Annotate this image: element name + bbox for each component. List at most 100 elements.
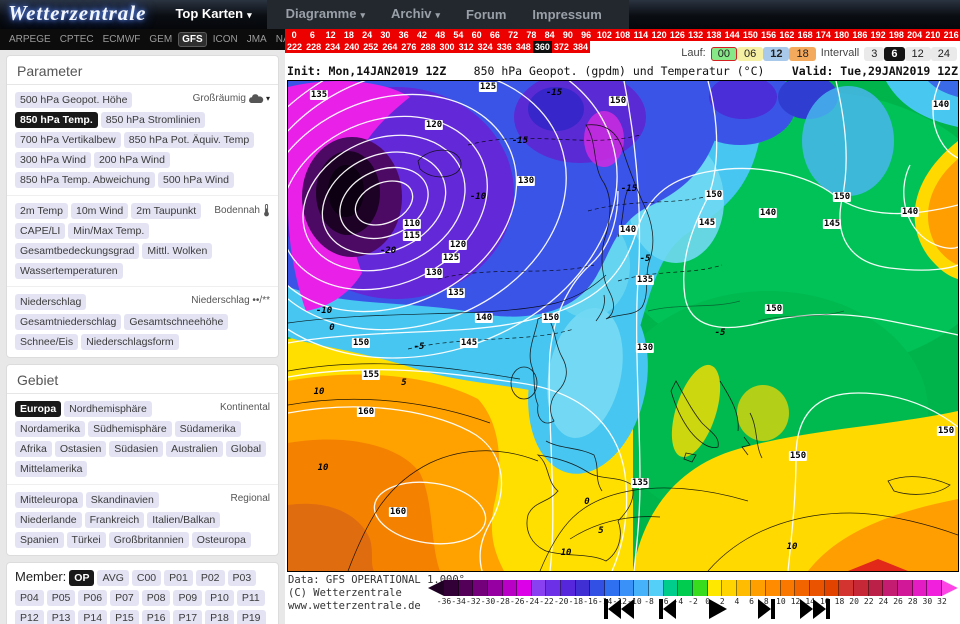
gebiet-europa[interactable]: Europa	[15, 401, 62, 417]
member-op[interactable]: OP	[69, 570, 95, 586]
forecast-hour-72[interactable]: 72	[508, 30, 519, 40]
gebiet-italien-balkan[interactable]: Italien/Balkan	[147, 512, 221, 528]
gebiet-spanien[interactable]: Spanien	[15, 532, 64, 548]
member-p08[interactable]: P08	[141, 590, 171, 606]
param-gesamtschneeh-he[interactable]: Gesamtschneehöhe	[124, 314, 229, 330]
member-p19[interactable]: P19	[236, 610, 266, 624]
forecast-hour-42[interactable]: 42	[416, 30, 427, 40]
forecast-hour-48[interactable]: 48	[435, 30, 446, 40]
member-avg[interactable]: AVG	[97, 570, 129, 586]
forecast-hour-54[interactable]: 54	[453, 30, 464, 40]
param-850-hpa-stromlinien[interactable]: 850 hPa Stromlinien	[100, 112, 206, 128]
model-tab-gfs[interactable]: GFS	[178, 32, 207, 47]
member-p05[interactable]: P05	[46, 590, 76, 606]
member-p15[interactable]: P15	[110, 610, 139, 624]
gebiet-s-dasien[interactable]: Südasien	[109, 441, 164, 457]
param-200-hpa-wind[interactable]: 200 hPa Wind	[93, 152, 170, 168]
param-700-hpa-vertikalbew[interactable]: 700 hPa Vertikalbew	[15, 132, 121, 148]
nav-item-impressum[interactable]: Impressum	[532, 7, 602, 22]
forecast-hour-0[interactable]: 0	[291, 30, 297, 40]
model-tab-ecmwf[interactable]: ECMWF	[102, 34, 141, 45]
forecast-hour-24[interactable]: 24	[362, 30, 373, 40]
param-850-hpa-pot-quiv-temp[interactable]: 850 hPa Pot. Äquiv. Temp	[123, 132, 255, 148]
forecast-hour-84[interactable]: 84	[544, 30, 555, 40]
member-p03[interactable]: P03	[227, 570, 257, 586]
forecast-hour-102[interactable]: 102	[596, 30, 612, 40]
param-850-hpa-temp-abweichung[interactable]: 850 hPa Temp. Abweichung	[15, 172, 155, 188]
forecast-hour-78[interactable]: 78	[526, 30, 537, 40]
member-p02[interactable]: P02	[195, 570, 225, 586]
forecast-hour-6[interactable]: 6	[309, 30, 315, 40]
lauf-option-06[interactable]: 06	[736, 46, 764, 61]
nav-item-archiv[interactable]: Archiv ▾	[390, 6, 440, 21]
nav-item-top-karten[interactable]: Top Karten ▾	[175, 6, 252, 21]
forecast-hour-114[interactable]: 114	[633, 30, 649, 40]
param-2m-taupunkt[interactable]: 2m Taupunkt	[131, 203, 202, 219]
forecast-hour-150[interactable]: 150	[742, 30, 758, 40]
member-p12[interactable]: P12	[15, 610, 44, 624]
forecast-hour-360[interactable]: 360	[532, 41, 552, 53]
forecast-hour-180[interactable]: 180	[834, 30, 850, 40]
gebiet-s-damerika[interactable]: Südamerika	[174, 421, 241, 437]
model-tab-gem[interactable]: GEM	[149, 34, 173, 45]
member-p07[interactable]: P07	[110, 590, 139, 606]
gebiet-gro-britannien[interactable]: Großbritannien	[108, 532, 189, 548]
lauf-option-12[interactable]: 12	[763, 46, 790, 61]
forecast-hour-288[interactable]: 288	[420, 42, 436, 52]
gebiet-niederlande[interactable]: Niederlande	[15, 512, 82, 528]
site-logo[interactable]: Wetterzentrale	[8, 1, 147, 25]
forecast-hour-276[interactable]: 276	[401, 42, 417, 52]
forecast-hour-18[interactable]: 18	[343, 30, 354, 40]
gebiet-global[interactable]: Global	[225, 441, 267, 457]
forecast-hour-96[interactable]: 96	[581, 30, 592, 40]
model-tab-arpege[interactable]: ARPEGE	[9, 34, 51, 45]
param-wassertemperaturen[interactable]: Wassertemperaturen	[15, 263, 123, 279]
forecast-hour-186[interactable]: 186	[852, 30, 868, 40]
param-niederschlag[interactable]: Niederschlag	[15, 294, 87, 310]
member-c00[interactable]: C00	[131, 570, 162, 586]
member-p17[interactable]: P17	[173, 610, 203, 624]
member-p11[interactable]: P11	[236, 590, 265, 606]
param-2m-temp[interactable]: 2m Temp	[15, 203, 68, 219]
forecast-hour-108[interactable]: 108	[615, 30, 631, 40]
forecast-hour-312[interactable]: 312	[458, 42, 474, 52]
param-300-hpa-wind[interactable]: 300 hPa Wind	[15, 152, 91, 168]
skip-to-start-button[interactable]	[603, 599, 635, 619]
forecast-hour-300[interactable]: 300	[439, 42, 455, 52]
forecast-hour-30[interactable]: 30	[380, 30, 391, 40]
member-p09[interactable]: P09	[173, 590, 203, 606]
forecast-hour-168[interactable]: 168	[797, 30, 813, 40]
param-10m-wind[interactable]: 10m Wind	[71, 203, 129, 219]
member-p18[interactable]: P18	[205, 610, 234, 624]
play-button[interactable]	[701, 599, 733, 619]
param-cape-li[interactable]: CAPE/LI	[15, 223, 66, 239]
lauf-option-00[interactable]: 00	[710, 46, 737, 61]
model-tab-icon[interactable]: ICON	[212, 34, 238, 45]
forecast-hour-138[interactable]: 138	[706, 30, 722, 40]
forecast-hour-162[interactable]: 162	[779, 30, 795, 40]
forecast-hour-90[interactable]: 90	[562, 30, 573, 40]
gebiet-nordhemisph-re[interactable]: Nordhemisphäre	[64, 401, 152, 417]
model-tab-cptec[interactable]: CPTEC	[59, 34, 94, 45]
param-gesamtbedeckungsgrad[interactable]: Gesamtbedeckungsgrad	[15, 243, 140, 259]
forecast-hour-348[interactable]: 348	[515, 42, 531, 52]
gebiet-s-dhemisph-re[interactable]: Südhemisphäre	[88, 421, 172, 437]
forecast-hour-174[interactable]: 174	[815, 30, 831, 40]
forecast-hour-192[interactable]: 192	[870, 30, 886, 40]
nav-item-diagramme[interactable]: Diagramme ▾	[285, 6, 365, 21]
forecast-hour-126[interactable]: 126	[669, 30, 685, 40]
forecast-hour-12[interactable]: 12	[325, 30, 336, 40]
forecast-hour-222[interactable]: 222	[287, 42, 303, 52]
param-500-hpa-wind[interactable]: 500 hPa Wind	[157, 172, 234, 188]
forecast-hour-336[interactable]: 336	[496, 42, 512, 52]
forecast-hour-36[interactable]: 36	[398, 30, 409, 40]
param-gesamtniederschlag[interactable]: Gesamtniederschlag	[15, 314, 122, 330]
gebiet-mittelamerika[interactable]: Mittelamerika	[15, 461, 88, 477]
forecast-hour-324[interactable]: 324	[477, 42, 493, 52]
gebiet-nordamerika[interactable]: Nordamerika	[15, 421, 86, 437]
forecast-hour-120[interactable]: 120	[651, 30, 667, 40]
forecast-hour-210[interactable]: 210	[925, 30, 941, 40]
gebiet-australien[interactable]: Australien	[166, 441, 223, 457]
member-p16[interactable]: P16	[141, 610, 171, 624]
forecast-hour-198[interactable]: 198	[888, 30, 904, 40]
